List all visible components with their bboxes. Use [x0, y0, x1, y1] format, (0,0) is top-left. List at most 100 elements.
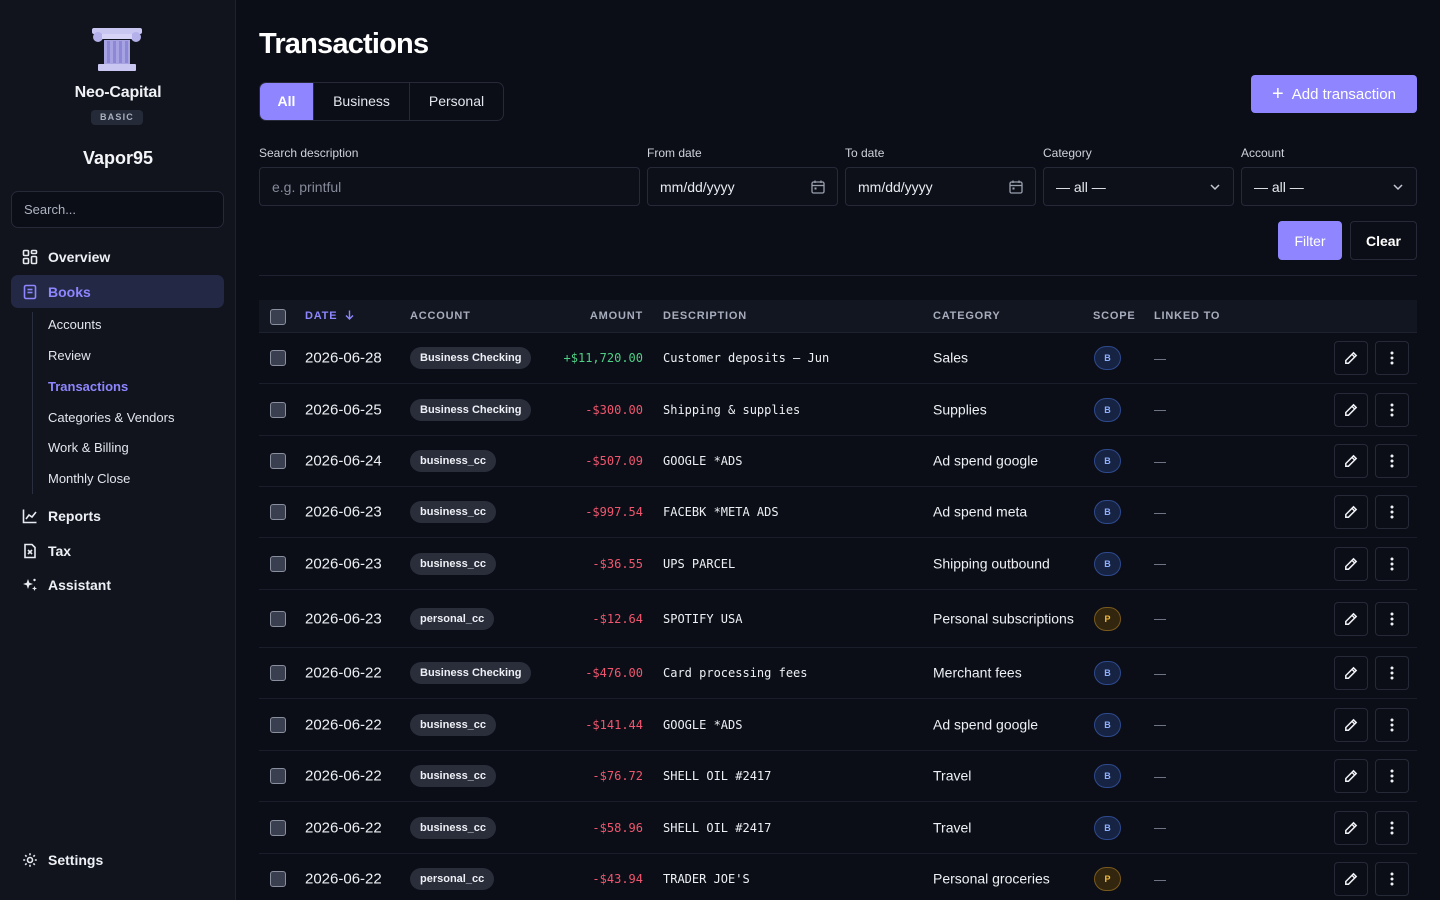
row-checkbox[interactable]: [270, 871, 286, 887]
column-description[interactable]: DESCRIPTION: [663, 310, 747, 322]
more-actions-button[interactable]: [1375, 656, 1409, 690]
row-date: 2026-06-22: [305, 819, 382, 836]
edit-button[interactable]: [1334, 495, 1368, 529]
subnav-accounts[interactable]: Accounts: [48, 317, 102, 332]
account-select-value: — all —: [1254, 178, 1304, 195]
subnav-review[interactable]: Review: [48, 348, 91, 363]
row-description: Customer deposits — Jun: [663, 351, 830, 365]
subnav-categories-vendors[interactable]: Categories & Vendors: [48, 410, 175, 425]
edit-button[interactable]: [1334, 810, 1368, 845]
more-actions-button[interactable]: [1375, 862, 1409, 896]
table-row[interactable]: 2026-06-22 business_cc -$58.96 SHELL OIL #2…: [259, 802, 1417, 854]
more-actions-button[interactable]: [1375, 392, 1409, 427]
edit-button[interactable]: [1334, 656, 1368, 690]
column-date[interactable]: DATE: [305, 310, 354, 322]
nav-assistant[interactable]: Assistant: [11, 568, 224, 601]
table-row[interactable]: 2026-06-23 business_cc -$36.55 UPS PARCEL Sh…: [259, 538, 1417, 590]
row-description: TRADER JOE'S: [663, 872, 750, 886]
calendar-icon[interactable]: [811, 180, 825, 194]
row-description: GOOGLE *ADS: [663, 454, 743, 468]
column-linked-to[interactable]: LINKED TO: [1154, 310, 1221, 322]
brand-name: Neo-Capital: [74, 84, 162, 101]
scope-badge: B: [1094, 500, 1121, 524]
linked-empty-dash: [1154, 619, 1166, 620]
table-row[interactable]: 2026-06-28 Business Checking +$11,720.00 Cu…: [259, 333, 1417, 384]
edit-button[interactable]: [1334, 862, 1368, 896]
row-checkbox[interactable]: [270, 610, 286, 627]
clear-button[interactable]: Clear: [1350, 221, 1417, 260]
pencil-icon: [1345, 454, 1358, 467]
tab-personal[interactable]: Personal: [428, 93, 485, 109]
from-date-value: mm/dd/yyyy: [660, 178, 735, 195]
calendar-icon[interactable]: [1009, 180, 1023, 194]
row-checkbox[interactable]: [270, 716, 286, 733]
table-row[interactable]: 2026-06-22 business_cc -$141.44 GOOGLE *ADS…: [259, 699, 1417, 751]
edit-button[interactable]: [1334, 444, 1368, 478]
table-row[interactable]: 2026-06-22 personal_cc -$43.94 TRADER JOE'S…: [259, 854, 1417, 900]
account-label: Account: [1241, 146, 1285, 160]
more-actions-button[interactable]: [1375, 341, 1409, 375]
scope-badge: B: [1094, 661, 1121, 685]
nav-books[interactable]: Books: [11, 275, 224, 308]
search-description-input[interactable]: e.g. printful: [259, 167, 640, 206]
row-checkbox[interactable]: [270, 453, 286, 469]
table-row[interactable]: 2026-06-22 business_cc -$76.72 SHELL OIL #2…: [259, 751, 1417, 802]
tab-business[interactable]: Business: [314, 83, 410, 120]
row-checkbox[interactable]: [270, 350, 286, 366]
more-actions-button[interactable]: [1375, 444, 1409, 478]
select-all-checkbox[interactable]: [270, 309, 286, 325]
column-category[interactable]: CATEGORY: [933, 310, 1001, 322]
table-row[interactable]: 2026-06-23 business_cc -$997.54 FACEBK *MET…: [259, 487, 1417, 538]
subnav-monthly-close[interactable]: Monthly Close: [48, 471, 131, 486]
column-scope[interactable]: SCOPE: [1093, 310, 1136, 322]
more-actions-button[interactable]: [1375, 707, 1409, 742]
category-select[interactable]: — all —: [1043, 167, 1234, 206]
nav-tax-label: Tax: [48, 542, 72, 559]
tab-all[interactable]: All: [260, 83, 314, 120]
scope-badge: B: [1094, 815, 1121, 840]
more-actions-button[interactable]: [1375, 495, 1409, 529]
category-select-value: — all —: [1056, 178, 1106, 195]
table-row[interactable]: 2026-06-22 Business Checking -$476.00 Card …: [259, 648, 1417, 699]
subnav-work-billing[interactable]: Work & Billing: [48, 440, 129, 455]
row-category: Merchant fees: [933, 664, 1022, 681]
linked-empty-dash: [1154, 725, 1166, 726]
nav-reports[interactable]: Reports: [11, 499, 224, 532]
row-checkbox[interactable]: [270, 665, 286, 681]
account-select[interactable]: — all —: [1241, 167, 1417, 206]
sidebar-search-input[interactable]: [11, 191, 224, 228]
table-row[interactable]: 2026-06-24 business_cc -$507.09 GOOGLE *ADS…: [259, 436, 1417, 487]
nav-settings[interactable]: Settings: [11, 843, 224, 876]
edit-button[interactable]: [1334, 546, 1368, 581]
table-row[interactable]: 2026-06-23 personal_cc -$12.64 SPOTIFY USA P…: [259, 590, 1417, 648]
edit-button[interactable]: [1334, 707, 1368, 742]
more-actions-button[interactable]: [1375, 810, 1409, 845]
nav-tax[interactable]: Tax: [11, 534, 224, 567]
row-checkbox[interactable]: [270, 401, 286, 418]
edit-button[interactable]: [1334, 392, 1368, 427]
more-actions-button[interactable]: [1375, 759, 1409, 793]
to-date-input[interactable]: mm/dd/yyyy: [845, 167, 1036, 206]
more-actions-button[interactable]: [1375, 601, 1409, 636]
row-category: Ad spend meta: [933, 503, 1028, 520]
plus-icon: +: [1272, 83, 1284, 105]
row-description: SHELL OIL #2417: [663, 820, 772, 835]
nav-overview[interactable]: Overview: [11, 240, 224, 273]
edit-button[interactable]: [1334, 341, 1368, 375]
row-amount: -$507.09: [585, 454, 643, 468]
filter-button[interactable]: Filter: [1278, 221, 1342, 260]
row-checkbox[interactable]: [270, 555, 286, 572]
from-date-input[interactable]: mm/dd/yyyy: [647, 167, 838, 206]
more-actions-button[interactable]: [1375, 546, 1409, 581]
edit-button[interactable]: [1334, 759, 1368, 793]
table-row[interactable]: 2026-06-25 Business Checking -$300.00 Shipp…: [259, 384, 1417, 436]
edit-button[interactable]: [1334, 601, 1368, 636]
add-transaction-button[interactable]: + Add transaction: [1251, 75, 1417, 113]
row-amount: +$11,720.00: [563, 351, 643, 365]
row-checkbox[interactable]: [270, 504, 286, 520]
row-checkbox[interactable]: [270, 819, 286, 836]
row-checkbox[interactable]: [270, 768, 286, 784]
column-amount[interactable]: AMOUNT: [589, 310, 643, 322]
subnav-transactions[interactable]: Transactions: [48, 379, 129, 394]
column-account[interactable]: ACCOUNT: [410, 310, 471, 322]
